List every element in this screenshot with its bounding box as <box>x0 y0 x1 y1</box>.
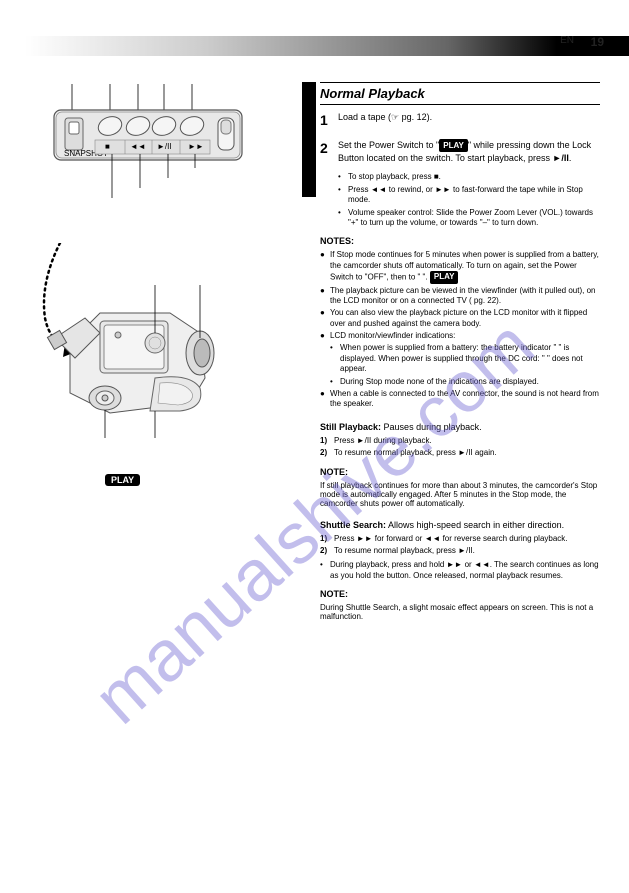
notes-list: ●If Stop mode continues for 5 minutes wh… <box>320 250 600 409</box>
play-badge: PLAY <box>105 474 140 486</box>
still-note: If still playback continues for more tha… <box>320 481 600 508</box>
still-step: 1)Press ►/II during playback. <box>320 436 600 446</box>
control-panel-diagram: SNAPSHOT ■ ◄◄ ►/II ►► <box>40 78 260 218</box>
svg-text:◄◄: ◄◄ <box>130 142 146 151</box>
shuttle-step: 2)To resume normal playback, press ►/II. <box>320 546 600 556</box>
bullet-item: •Volume speaker control: Slide the Power… <box>338 208 600 229</box>
note-sub-item: •During Stop mode none of the indication… <box>330 377 600 387</box>
bullet-item: •Press ◄◄ to rewind, or ►► to fast-forwa… <box>338 185 600 206</box>
lang-label: EN <box>560 35 574 46</box>
note-item: ●When a cable is connected to the AV con… <box>320 389 600 410</box>
step-num-2: 2 <box>320 139 338 165</box>
bullets: •To stop playback, press ■. •Press ◄◄ to… <box>338 172 600 228</box>
note-item: ●The playback picture can be viewed in t… <box>320 286 600 307</box>
side-tab <box>302 82 316 197</box>
header-gradient <box>25 36 629 56</box>
note-label: NOTE: <box>320 467 600 477</box>
shuttle-note: During Shuttle Search, a slight mosaic e… <box>320 603 600 621</box>
shuttle-hold: •During playback, press and hold ►► or ◄… <box>320 560 600 581</box>
step-num-1: 1 <box>320 111 338 131</box>
note-item: ●You can also view the playback picture … <box>320 308 600 329</box>
note-item: ●If Stop mode continues for 5 minutes wh… <box>320 250 600 283</box>
notes-label: NOTES: <box>320 236 600 246</box>
still-playback: Still Playback: Pauses during playback. … <box>320 422 600 508</box>
note-label: NOTE: <box>320 589 600 599</box>
camera-diagram <box>30 243 250 463</box>
step-2: 2 Set the Power Switch to "PLAY" while p… <box>320 139 600 165</box>
shuttle-search: Shuttle Search: Allows high-speed search… <box>320 520 600 622</box>
bullet-item: •To stop playback, press ■. <box>338 172 600 182</box>
note-sub-item: •When power is supplied from a battery: … <box>330 343 600 374</box>
play-badge-inline: PLAY <box>430 271 459 283</box>
still-step: 2)To resume normal playback, press ►/II … <box>320 448 600 458</box>
right-column: Normal Playback 1 Load a tape (☞ pg. 12)… <box>320 82 600 621</box>
svg-text:►►: ►► <box>188 142 204 151</box>
power-dial-label: PLAY <box>105 470 140 488</box>
page-number: 19 <box>591 35 604 49</box>
note-item: ●LCD monitor/viewfinder indications: <box>320 331 600 341</box>
svg-text:■: ■ <box>105 142 110 151</box>
step-1: 1 Load a tape (☞ pg. 12). <box>320 111 600 131</box>
svg-text:►/II: ►/II <box>157 142 172 151</box>
left-column: SNAPSHOT ■ ◄◄ ►/II ►► <box>30 70 290 468</box>
play-badge-inline: PLAY <box>439 139 468 152</box>
step-2-text: Set the Power Switch to "PLAY" while pre… <box>338 139 600 165</box>
step-1-text: Load a tape (☞ pg. 12). <box>338 111 600 131</box>
shuttle-step: 1)Press ►► for forward or ◄◄ for reverse… <box>320 534 600 544</box>
section-title: Normal Playback <box>320 82 600 105</box>
